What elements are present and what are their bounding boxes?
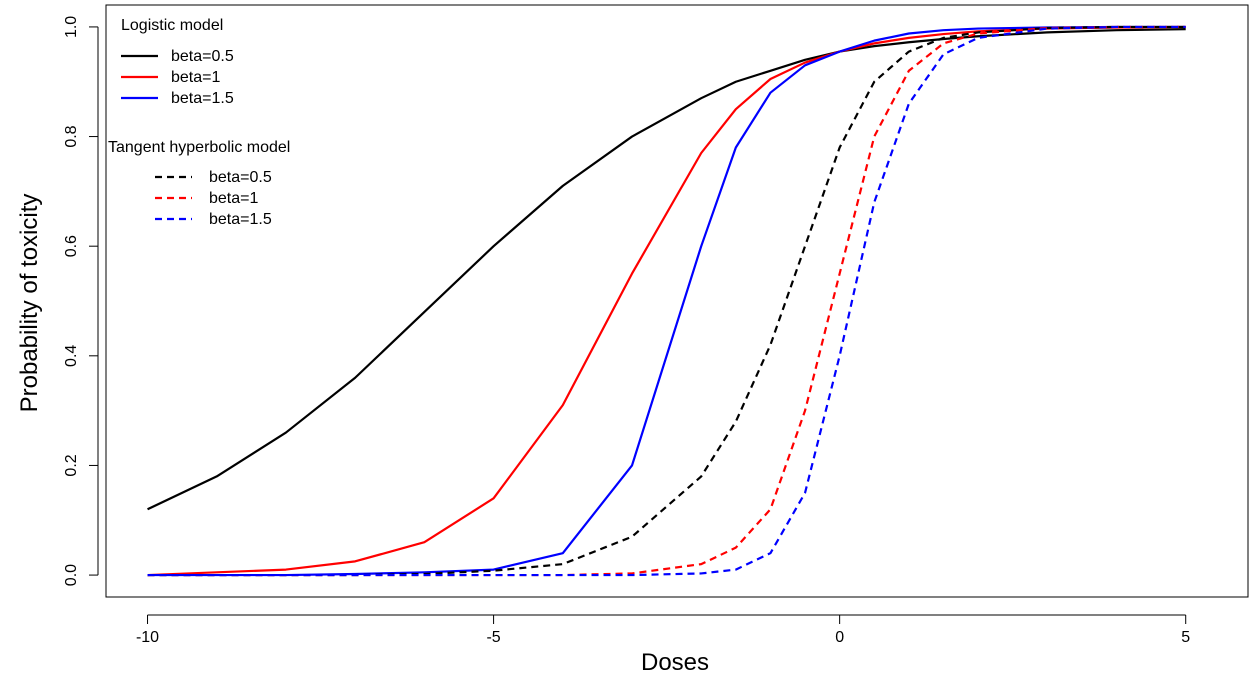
legend-title: Tangent hyperbolic model (108, 139, 290, 156)
legend-title: Logistic model (121, 17, 223, 34)
series-line-6 (147, 25, 1186, 577)
y-tick-label: 0.8 (63, 125, 80, 147)
y-tick-label: 0.0 (63, 564, 80, 586)
series-line-1 (147, 28, 1186, 511)
series-line-3 (147, 25, 1186, 577)
legend-label: beta=1.5 (209, 211, 272, 228)
legend-label: beta=1 (171, 69, 220, 86)
plot-frame (105, 4, 1249, 598)
legend-label: beta=1 (209, 190, 258, 207)
series-line-5 (147, 25, 1186, 577)
x-tick-label: -5 (486, 629, 500, 646)
legend-label: beta=0.5 (209, 169, 272, 186)
legend-label: beta=0.5 (171, 48, 234, 65)
x-tick-label: 5 (1181, 629, 1190, 646)
series-line-2 (147, 25, 1186, 577)
x-tick-label: -10 (136, 629, 159, 646)
y-axis-title: Probability of toxicity (16, 194, 43, 413)
x-tick-label: 0 (835, 629, 844, 646)
y-tick-label: 1.0 (63, 16, 80, 38)
series-line-4 (147, 25, 1186, 577)
y-tick-label: 0.2 (63, 454, 80, 476)
y-tick-label: 0.6 (63, 235, 80, 257)
legend-label: beta=1.5 (171, 90, 234, 107)
x-axis-title: Doses (641, 649, 709, 676)
y-tick-label: 0.4 (63, 345, 80, 367)
